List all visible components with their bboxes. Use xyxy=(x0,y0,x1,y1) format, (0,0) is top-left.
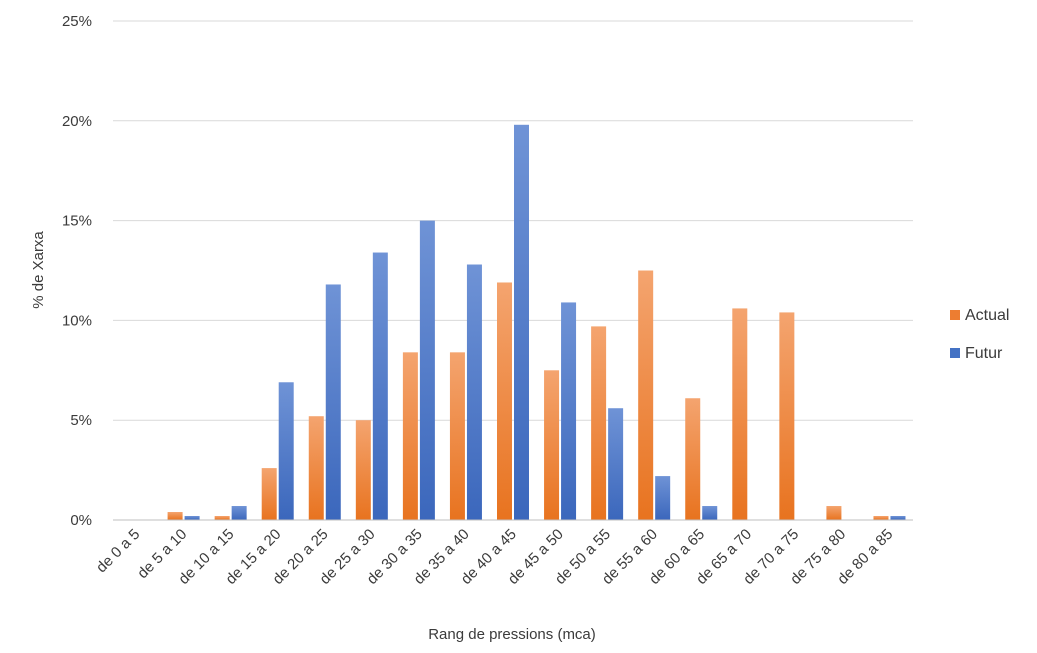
bar-actual: Actual de 75 a 80: 0.7% xyxy=(826,506,842,520)
bar-futur: Futur de 45 a 50: 10.9% xyxy=(561,302,577,520)
bar-futur: Futur de 10 a 15: 0.7% xyxy=(231,506,247,520)
bar-actual: Actual de 5 a 10: 0.4% xyxy=(167,512,183,520)
bar-futur: Futur de 80 a 85: 0.2% xyxy=(890,516,906,520)
bar-actual: Actual de 45 a 50: 7.5% xyxy=(544,370,560,520)
bar-actual: Actual de 35 a 40: 8.4% xyxy=(449,352,465,520)
bar-actual: Actual de 80 a 85: 0.2% xyxy=(873,516,889,520)
y-tick-label: 20% xyxy=(62,113,92,130)
y-tick-label: 15% xyxy=(62,213,92,230)
bar-futur: Futur de 50 a 55: 5.6% xyxy=(608,408,624,520)
bar-actual: Actual de 70 a 75: 10.4% xyxy=(779,312,795,520)
bar-futur: Futur de 20 a 25: 11.8% xyxy=(325,284,341,520)
y-tick-label: 5% xyxy=(70,412,92,429)
legend: Actual Futur xyxy=(950,307,1009,362)
legend-label-actual: Actual xyxy=(965,307,1009,324)
bar-futur: Futur de 30 a 35: 15% xyxy=(419,220,435,520)
bar-futur: Futur de 40 a 45: 19.8% xyxy=(514,124,529,521)
bar-futur: Futur de 55 a 60: 2.2% xyxy=(655,476,671,520)
bar-futur: Futur de 5 a 10: 0.2% xyxy=(184,516,200,520)
bar-actual: Actual de 15 a 20: 2.6% xyxy=(261,468,277,520)
bar-actual: Actual de 30 a 35: 8.4% xyxy=(402,352,418,520)
bar-actual: Actual de 10 a 15: 0.2% xyxy=(214,516,230,520)
bar-actual: Actual de 50 a 55: 9.7% xyxy=(591,326,607,520)
legend-swatch-futur xyxy=(950,348,960,358)
legend-label-futur: Futur xyxy=(965,345,1003,362)
bar-actual: Actual de 60 a 65: 6.1% xyxy=(685,398,701,520)
bar-futur: Futur de 35 a 40: 12.8% xyxy=(466,264,482,520)
y-tick-label: 10% xyxy=(62,312,92,329)
y-tick-label: 25% xyxy=(62,13,92,30)
bars: Actual de 0 a 5: 0%Futur de 0 a 5: 0%Act… xyxy=(167,124,906,521)
bar-actual: Actual de 25 a 30: 5% xyxy=(355,420,371,520)
y-tick-label: 0% xyxy=(70,512,92,529)
bar-actual: Actual de 55 a 60: 12.5% xyxy=(638,270,654,520)
bar-futur: Futur de 60 a 65: 0.7% xyxy=(702,506,718,520)
y-axis-title: % de Xarxa xyxy=(30,231,47,309)
bar-actual: Actual de 65 a 70: 10.6% xyxy=(732,308,748,520)
bar-futur: Futur de 25 a 30: 13.4% xyxy=(372,252,388,520)
legend-swatch-actual xyxy=(950,310,960,320)
bar-actual: Actual de 20 a 25: 5.2% xyxy=(308,416,324,520)
bar-actual: Actual de 40 a 45: 11.9% xyxy=(497,282,512,520)
x-axis-title: Rang de pressions (mca) xyxy=(428,626,596,643)
bar-futur: Futur de 15 a 20: 6.9% xyxy=(278,382,294,520)
